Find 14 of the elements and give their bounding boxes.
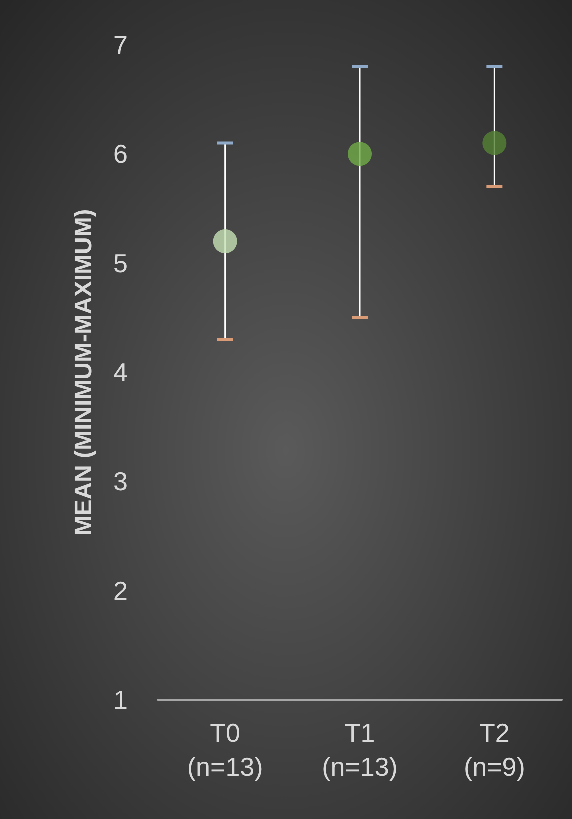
point — [213, 230, 238, 254]
x-tick-label: T0 (n=13) — [187, 718, 264, 782]
x-tick-label: T1 (n=13) — [322, 718, 398, 782]
y-tick-label: 2 — [114, 576, 128, 606]
y-axis-title: MEAN (MINIMUM-MAXIMUM) — [70, 209, 98, 536]
x-tick-label: T2 (n=9) — [464, 718, 526, 782]
y-tick-label: 5 — [114, 248, 128, 278]
y-tick-label: 6 — [114, 139, 128, 170]
y-tick-label: 3 — [114, 466, 128, 497]
y-tick-label: 4 — [114, 358, 128, 388]
point — [482, 131, 507, 156]
y-tick-label: 1 — [114, 685, 128, 715]
point — [348, 142, 372, 166]
y-tick-label: 7 — [114, 30, 128, 60]
